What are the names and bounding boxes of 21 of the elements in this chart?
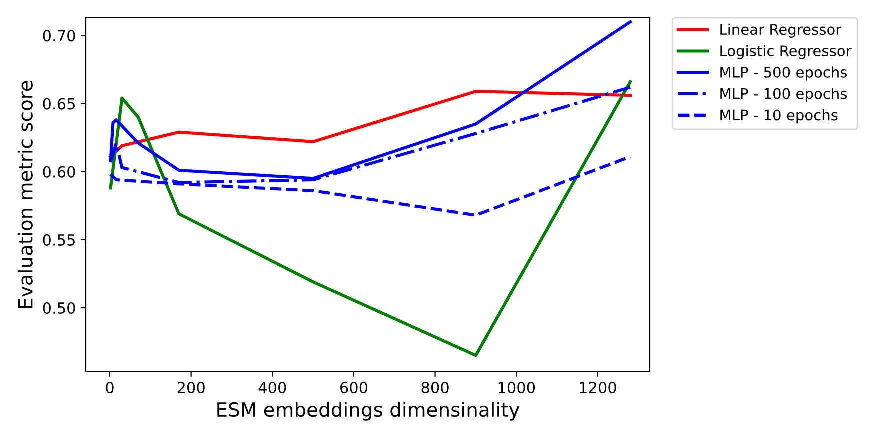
- x-tick-label: 1200: [580, 382, 616, 394]
- x-tick-label: 0: [106, 382, 114, 394]
- y-tick-label: 0.60: [43, 166, 76, 178]
- x-tick-label: 1000: [498, 382, 536, 394]
- y-tick-label: 0.50: [43, 302, 76, 314]
- y-tick-label: 0.65: [43, 98, 75, 110]
- legend-label: MLP - 500 epochs: [720, 66, 848, 81]
- x-tick-label: 400: [258, 382, 286, 394]
- x-axis-title: ESM embeddings dimensinality: [218, 402, 520, 421]
- x-tick-label: 600: [340, 382, 368, 394]
- x-tick-label: 800: [422, 382, 449, 394]
- x-tick-label: 200: [178, 382, 205, 394]
- line-series: [109, 90, 632, 158]
- legend-label: MLP - 100 epochs: [720, 88, 848, 102]
- legend-label: MLP - 10 epochs: [720, 109, 838, 124]
- legend-label: Linear Regressor: [720, 24, 842, 38]
- y-tick-label: 0.55: [43, 234, 75, 246]
- y-tick-label: 0.70: [43, 30, 76, 42]
- line-series: [109, 80, 632, 358]
- y-axis-title: Evaluation metric score: [18, 81, 33, 308]
- legend-label: Logistic Regressor: [720, 45, 852, 60]
